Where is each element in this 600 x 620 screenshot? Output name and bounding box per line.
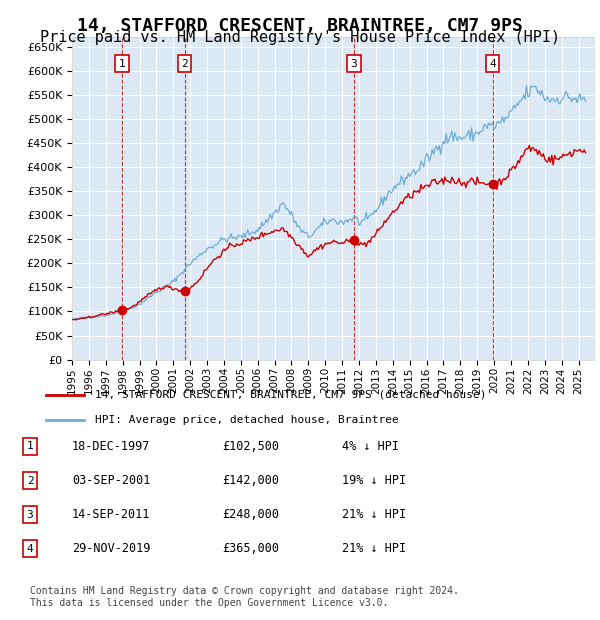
Text: 1: 1 xyxy=(26,441,34,451)
Text: 4: 4 xyxy=(26,544,34,554)
Text: 14-SEP-2011: 14-SEP-2011 xyxy=(72,508,151,521)
Text: £142,000: £142,000 xyxy=(222,474,279,487)
Text: 21% ↓ HPI: 21% ↓ HPI xyxy=(342,508,406,521)
Text: 3: 3 xyxy=(350,59,358,69)
Text: 3: 3 xyxy=(26,510,34,520)
Text: £248,000: £248,000 xyxy=(222,508,279,521)
Text: 21% ↓ HPI: 21% ↓ HPI xyxy=(342,542,406,555)
Text: £365,000: £365,000 xyxy=(222,542,279,555)
Text: 19% ↓ HPI: 19% ↓ HPI xyxy=(342,474,406,487)
Text: 2: 2 xyxy=(26,476,34,485)
Text: 4% ↓ HPI: 4% ↓ HPI xyxy=(342,440,399,453)
Text: £102,500: £102,500 xyxy=(222,440,279,453)
Text: 1: 1 xyxy=(119,59,125,69)
Text: 18-DEC-1997: 18-DEC-1997 xyxy=(72,440,151,453)
Text: Price paid vs. HM Land Registry's House Price Index (HPI): Price paid vs. HM Land Registry's House … xyxy=(40,30,560,45)
Text: HPI: Average price, detached house, Braintree: HPI: Average price, detached house, Brai… xyxy=(95,415,398,425)
Text: 14, STAFFORD CRESCENT, BRAINTREE, CM7 9PS: 14, STAFFORD CRESCENT, BRAINTREE, CM7 9P… xyxy=(77,17,523,35)
Text: 03-SEP-2001: 03-SEP-2001 xyxy=(72,474,151,487)
Text: 2: 2 xyxy=(181,59,188,69)
Text: 14, STAFFORD CRESCENT, BRAINTREE, CM7 9PS (detached house): 14, STAFFORD CRESCENT, BRAINTREE, CM7 9P… xyxy=(95,390,487,400)
Text: Contains HM Land Registry data © Crown copyright and database right 2024.
This d: Contains HM Land Registry data © Crown c… xyxy=(30,586,459,608)
Text: 4: 4 xyxy=(489,59,496,69)
Text: 29-NOV-2019: 29-NOV-2019 xyxy=(72,542,151,555)
